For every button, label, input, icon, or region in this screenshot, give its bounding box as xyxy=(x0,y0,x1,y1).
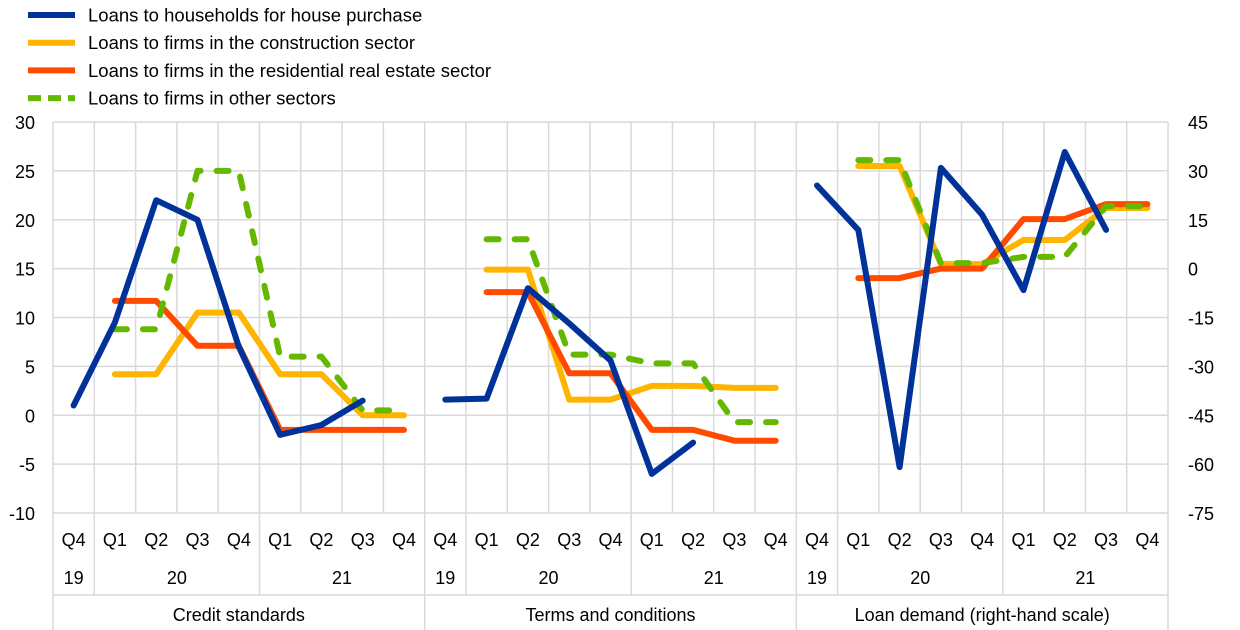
quarter-label: Q4 xyxy=(392,530,416,550)
quarter-label: Q3 xyxy=(1094,530,1118,550)
left-axis-tick-label: 15 xyxy=(15,260,35,280)
legend-label: Loans to firms in other sectors xyxy=(88,88,336,109)
series-line-construction xyxy=(111,309,407,419)
quarter-label: Q2 xyxy=(144,530,168,550)
quarter-label: Q2 xyxy=(309,530,333,550)
year-label: 21 xyxy=(1075,568,1095,588)
left-axis-tick-label: 0 xyxy=(25,406,35,426)
quarter-label: Q4 xyxy=(227,530,251,550)
quarter-label: Q1 xyxy=(1011,530,1035,550)
quarter-label: Q2 xyxy=(1053,530,1077,550)
right-axis-tick-label: 15 xyxy=(1188,211,1208,231)
quarter-label: Q4 xyxy=(970,530,994,550)
right-axis-tick-label: 30 xyxy=(1188,162,1208,182)
left-axis-tick-label: 25 xyxy=(15,162,35,182)
series-line-households xyxy=(814,149,1110,471)
right-axis-tick-label: 0 xyxy=(1188,260,1198,280)
year-label: 20 xyxy=(539,568,559,588)
year-label: 20 xyxy=(167,568,187,588)
quarter-label: Q3 xyxy=(557,530,581,550)
right-axis-tick-label: -15 xyxy=(1188,309,1214,329)
quarter-label: Q1 xyxy=(846,530,870,550)
quarter-label: Q2 xyxy=(516,530,540,550)
panel-label: Loan demand (right-hand scale) xyxy=(855,605,1110,625)
quarter-label: Q1 xyxy=(268,530,292,550)
right-axis-tick-label: -45 xyxy=(1188,406,1214,426)
year-label: 19 xyxy=(435,568,455,588)
right-axis-tick-label: -60 xyxy=(1188,455,1214,475)
quarter-label: Q3 xyxy=(351,530,375,550)
year-label: 21 xyxy=(704,568,724,588)
quarter-label: Q1 xyxy=(103,530,127,550)
quarter-label: Q4 xyxy=(1135,530,1159,550)
panel-label: Terms and conditions xyxy=(525,605,695,625)
quarter-label: Q4 xyxy=(805,530,829,550)
quarter-label: Q1 xyxy=(640,530,664,550)
right-axis-tick-label: 45 xyxy=(1188,113,1208,133)
series-line-residential-real-estate xyxy=(855,201,1151,282)
right-axis-tick-label: -75 xyxy=(1188,504,1214,524)
quarter-label: Q2 xyxy=(888,530,912,550)
quarter-label: Q3 xyxy=(722,530,746,550)
series-line-other-sectors xyxy=(483,236,779,426)
quarter-label: Q4 xyxy=(764,530,788,550)
left-axis-tick-label: -10 xyxy=(9,504,35,524)
quarter-label: Q1 xyxy=(475,530,499,550)
series-line-households xyxy=(442,285,697,477)
panel-label: Credit standards xyxy=(173,605,305,625)
left-axis-tick-label: 5 xyxy=(25,357,35,377)
quarter-label: Q4 xyxy=(598,530,622,550)
quarter-label: Q4 xyxy=(433,530,457,550)
series-line-households xyxy=(70,197,366,438)
legend-label: Loans to firms in the construction secto… xyxy=(88,32,415,53)
left-axis-tick-label: 30 xyxy=(15,113,35,133)
series-line-residential-real-estate xyxy=(483,289,779,444)
left-axis-tick-label: 20 xyxy=(15,211,35,231)
quarter-label: Q2 xyxy=(681,530,705,550)
left-axis-tick-label: -5 xyxy=(19,455,35,475)
right-axis-tick-label: -30 xyxy=(1188,357,1214,377)
left-axis-tick-label: 10 xyxy=(15,309,35,329)
series-line-other-sectors xyxy=(855,157,1151,267)
quarter-label: Q4 xyxy=(62,530,86,550)
legend-label: Loans to firms in the residential real e… xyxy=(88,60,491,81)
year-label: 19 xyxy=(64,568,84,588)
legend-label: Loans to households for house purchase xyxy=(88,5,422,26)
quarter-label: Q3 xyxy=(929,530,953,550)
year-label: 19 xyxy=(807,568,827,588)
year-label: 20 xyxy=(910,568,930,588)
year-label: 21 xyxy=(332,568,352,588)
quarter-label: Q3 xyxy=(186,530,210,550)
